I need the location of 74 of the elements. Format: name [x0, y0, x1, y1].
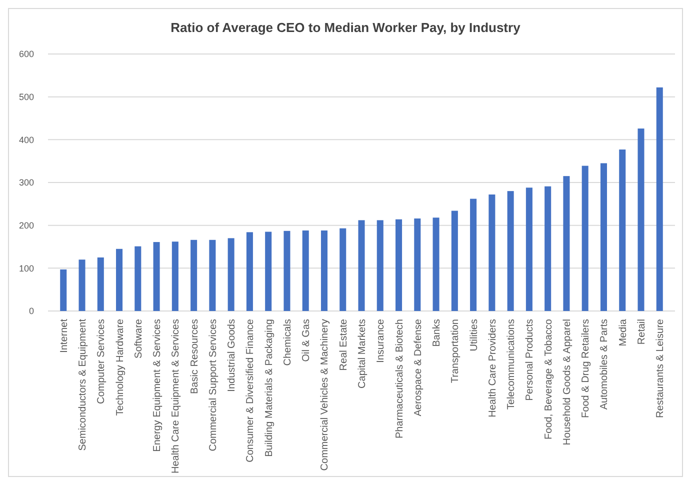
y-tick-label: 200 [18, 220, 34, 230]
x-tick-label: Technology Hardware [114, 318, 126, 416]
x-tick-label: Automobiles & Parts [599, 319, 610, 410]
bar [582, 166, 588, 311]
x-tick-label: Energy Equipment & Services [152, 319, 164, 452]
bar [320, 230, 328, 311]
bar [97, 257, 104, 311]
x-tick-label: Oil & Gas [301, 319, 312, 362]
x-tick-label: Health Care Equipment & Services [170, 319, 182, 474]
x-tick-label: Utilities [468, 319, 480, 352]
bar [507, 191, 514, 311]
bar [414, 218, 421, 311]
x-tick-label: Household Goods & Apparel [562, 319, 573, 446]
bar [470, 198, 477, 311]
y-tick-label: 0 [28, 306, 34, 316]
x-tick-label: Transportation [450, 319, 462, 384]
bar [526, 188, 532, 311]
bar [265, 232, 272, 311]
bar [284, 230, 290, 311]
bar [116, 248, 123, 311]
x-tick-label: Capital Markets [357, 319, 368, 388]
x-tick-label: Aerospace & Defense [412, 318, 424, 416]
x-tick-label: Banks [432, 319, 443, 347]
x-tick-label: Commercial Support Services [208, 319, 219, 452]
x-tick-label: Media [618, 318, 629, 346]
bar [358, 220, 365, 311]
bar [600, 163, 607, 311]
x-tick-label: Commercial Vehicles & Machinery [320, 319, 331, 471]
bar [451, 210, 458, 311]
bar [544, 186, 552, 311]
x-tick-label: Insurance [376, 318, 387, 363]
y-tick-label: 400 [18, 134, 34, 145]
bar [488, 194, 496, 311]
bar [60, 269, 67, 311]
x-tick-label: Software [133, 318, 144, 358]
x-tick-label: Food, Beverage & Tobacco [543, 318, 554, 440]
x-tick-label: Telecommunications [506, 319, 518, 410]
x-tick-label: Personal Products [524, 319, 536, 401]
x-tick-label: Retail [636, 319, 648, 345]
bar [153, 242, 160, 311]
bar [190, 240, 198, 311]
x-tick-label: Food & Drug Retailers [580, 319, 592, 418]
bar [619, 150, 626, 311]
x-tick-label: Building Materials & Packaging [264, 319, 275, 457]
bar [246, 232, 253, 311]
bar [656, 87, 663, 311]
y-tick-label: 500 [18, 92, 34, 102]
bar [302, 230, 309, 311]
bar [340, 228, 346, 311]
x-tick-label: Pharmaceuticals & Biotech [394, 319, 406, 439]
bar [563, 176, 570, 311]
bar [209, 240, 216, 311]
chart-title: Ratio of Average CEO to Median Worker Pay, by Industry [170, 20, 522, 35]
x-tick-label: Consumer & Diversified Finance [245, 318, 256, 462]
x-tick-label: Real Estate [338, 318, 350, 371]
bar [134, 246, 142, 311]
bar [172, 242, 178, 311]
bar [396, 219, 402, 311]
bar [376, 220, 384, 311]
x-tick-label: Restaurants & Leisure [655, 318, 666, 418]
bar [432, 218, 440, 311]
x-tick-label: Basic Resources [189, 319, 200, 394]
x-tick-label: Industrial Goods [226, 319, 238, 392]
y-tick-label: 600 [18, 49, 34, 60]
bar [78, 260, 86, 311]
x-tick-label: Health Care Providers [487, 319, 498, 418]
bar [638, 128, 644, 311]
x-tick-label: Chemicals [282, 319, 294, 366]
x-tick-label: Semiconductors & Equipment [78, 318, 89, 451]
y-tick-label: 100 [18, 263, 34, 274]
x-tick-label: Computer Services [96, 319, 108, 404]
bar [228, 238, 234, 311]
x-tick-label: Internet [58, 318, 70, 353]
y-tick-label: 300 [18, 178, 34, 188]
